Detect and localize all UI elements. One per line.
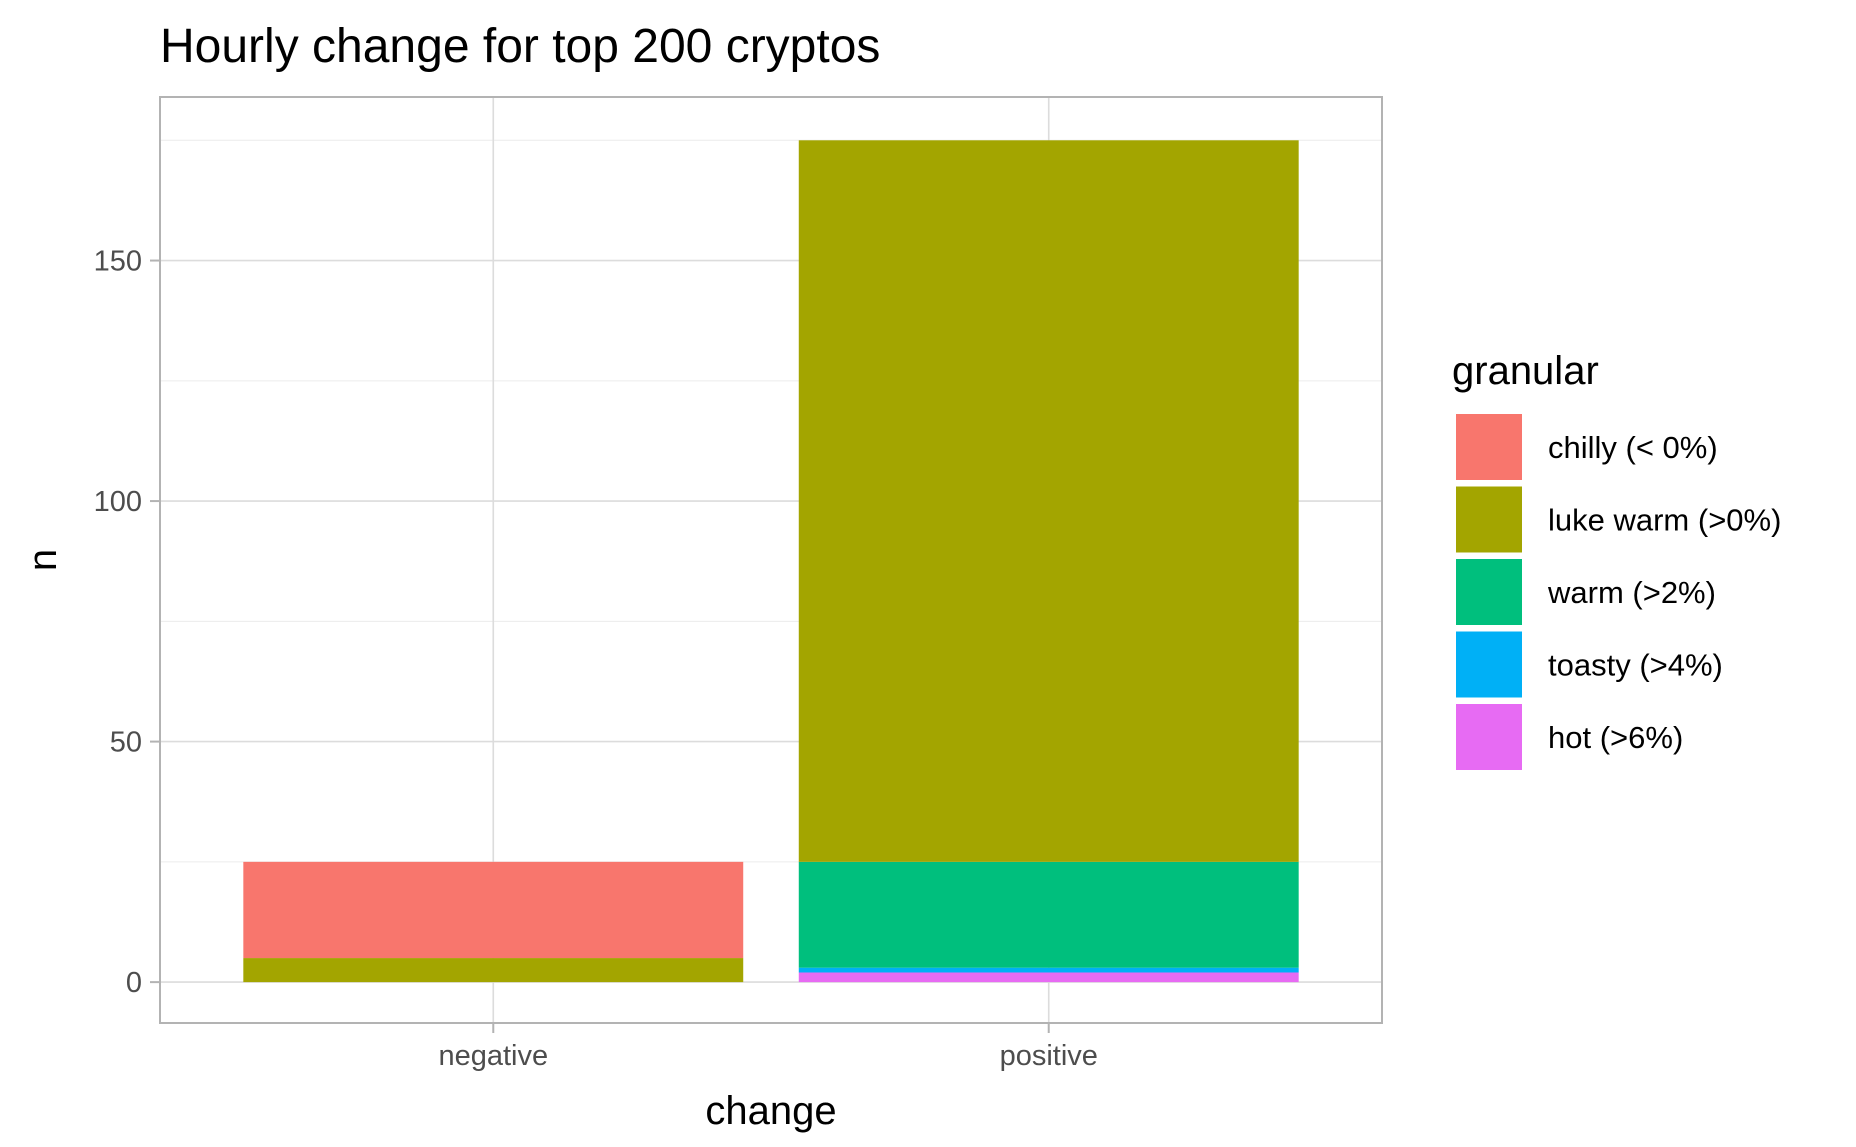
legend-label: luke warm (>0%) xyxy=(1548,503,1781,538)
bar-segment-positive-hot xyxy=(798,972,1299,983)
x-tick-label-positive: positive xyxy=(1000,1040,1098,1072)
y-axis: 0 50 100 150 xyxy=(94,246,160,999)
bars xyxy=(243,140,1299,983)
x-axis: negative positive xyxy=(438,1023,1098,1072)
x-axis-title: change xyxy=(705,1089,836,1133)
legend-label: warm (>2%) xyxy=(1547,575,1716,610)
legend-swatch xyxy=(1456,631,1522,698)
legend-title: granular xyxy=(1452,349,1599,393)
legend-swatch xyxy=(1456,704,1522,770)
panel-border xyxy=(159,96,1383,1024)
legend-label: hot (>6%) xyxy=(1548,720,1683,755)
y-tick-label: 50 xyxy=(110,727,142,759)
bar-segment-positive-luke xyxy=(798,140,1299,862)
chart-title: Hourly change for top 200 cryptos xyxy=(160,20,880,73)
legend-swatch xyxy=(1456,559,1522,625)
bar-segment-negative-luke xyxy=(243,958,744,983)
legend-label: chilly (< 0%) xyxy=(1548,430,1718,465)
legend-swatch xyxy=(1456,414,1522,480)
bar-segment-positive-toasty xyxy=(798,967,1299,973)
legend-label: toasty (>4%) xyxy=(1548,648,1723,683)
bar-segment-positive-warm xyxy=(798,861,1299,968)
y-tick-label: 150 xyxy=(94,246,142,278)
bar-segment-negative-chilly xyxy=(243,861,744,959)
legend-swatch xyxy=(1456,486,1522,553)
y-tick-label: 0 xyxy=(126,967,142,999)
y-axis-title: n xyxy=(21,549,65,571)
legend: granular chilly (< 0%) luke warm (>0%) war… xyxy=(1452,349,1781,770)
y-tick-label: 100 xyxy=(94,486,142,518)
x-tick-label-negative: negative xyxy=(438,1040,548,1072)
